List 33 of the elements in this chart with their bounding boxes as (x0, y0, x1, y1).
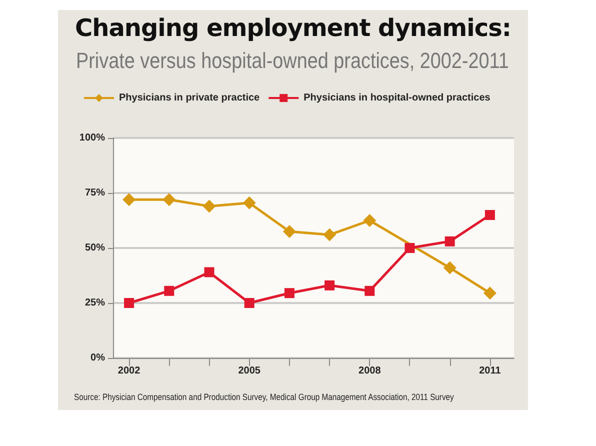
point (204, 267, 214, 278)
point (443, 261, 456, 274)
point (244, 298, 254, 308)
point (124, 298, 134, 308)
point (444, 236, 455, 246)
point (484, 210, 495, 220)
point (164, 286, 174, 296)
point (324, 280, 335, 290)
point (363, 214, 376, 227)
x-tick-label: 2002 (118, 366, 141, 376)
point (483, 286, 496, 300)
point (202, 200, 216, 213)
point (122, 193, 136, 206)
y-tick-label: 75% (84, 188, 106, 198)
chart-subtitle: Private versus hospital-owned practices, 2002-2011 (76, 48, 509, 74)
y-tick-label: 50% (84, 242, 106, 254)
legend-label: Physicians in private practice (119, 92, 260, 104)
point (282, 225, 296, 238)
x-tick-label: 2011 (479, 366, 502, 376)
point (323, 228, 336, 242)
y-tick-label: 0% (90, 352, 106, 364)
point (242, 196, 256, 210)
point (162, 193, 176, 206)
source-note: Source: Physician Compensation and Production Survey, Medical Group Management Association, 2011 Survey (74, 392, 454, 402)
y-tick-label: 100% (79, 132, 106, 144)
x-tick-label: 2008 (358, 366, 382, 376)
point (404, 243, 415, 253)
point (284, 288, 294, 298)
y-tick-label: 25% (84, 298, 106, 308)
point (364, 286, 375, 296)
chart-title: Changing employment dynamics: (75, 14, 511, 42)
x-tick-label: 2005 (238, 366, 261, 376)
legend-label: Physicians in hospital-owned practices (304, 92, 491, 104)
